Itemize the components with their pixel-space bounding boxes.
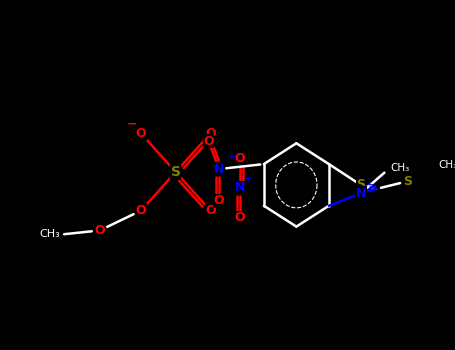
Text: N: N	[235, 181, 245, 194]
Text: O: O	[214, 194, 224, 207]
Text: −: −	[127, 117, 137, 130]
Text: +: +	[244, 174, 252, 184]
Text: S: S	[404, 175, 413, 188]
Text: O: O	[95, 224, 105, 237]
Text: O: O	[205, 204, 216, 217]
Text: +: +	[365, 180, 373, 190]
Text: CH₃: CH₃	[390, 163, 410, 174]
Text: O: O	[203, 135, 214, 148]
Text: N: N	[356, 187, 366, 200]
Text: O: O	[235, 152, 245, 164]
Text: O: O	[136, 204, 146, 217]
Text: S: S	[171, 165, 181, 179]
Text: N: N	[214, 162, 224, 176]
Text: CH₃: CH₃	[438, 160, 455, 170]
Text: O: O	[235, 211, 245, 224]
Text: S: S	[356, 178, 365, 191]
Text: O: O	[136, 127, 146, 140]
Text: CH₃: CH₃	[40, 229, 61, 239]
Text: O: O	[205, 127, 216, 140]
Text: +: +	[227, 152, 235, 162]
